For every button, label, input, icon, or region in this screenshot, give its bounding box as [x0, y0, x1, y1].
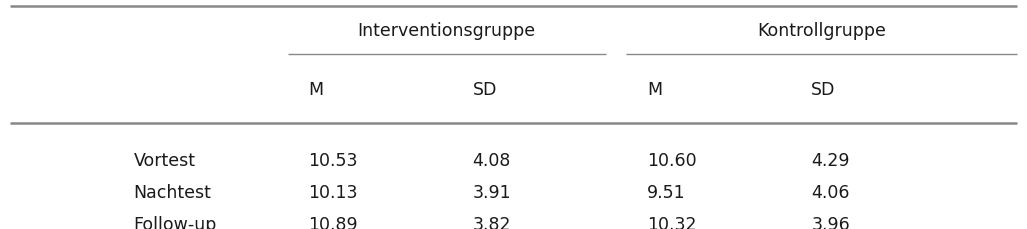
Text: 9.51: 9.51	[647, 183, 686, 201]
Text: 10.13: 10.13	[308, 183, 357, 201]
Text: Kontrollgruppe: Kontrollgruppe	[757, 22, 886, 40]
Text: 4.29: 4.29	[811, 151, 849, 169]
Text: Follow-up: Follow-up	[134, 215, 217, 229]
Text: SD: SD	[811, 80, 836, 98]
Text: Interventionsgruppe: Interventionsgruppe	[357, 22, 536, 40]
Text: 4.06: 4.06	[811, 183, 849, 201]
Text: M: M	[308, 80, 324, 98]
Text: Nachtest: Nachtest	[134, 183, 212, 201]
Text: 10.32: 10.32	[647, 215, 696, 229]
Text: 3.82: 3.82	[472, 215, 510, 229]
Text: 10.60: 10.60	[647, 151, 696, 169]
Text: 10.89: 10.89	[308, 215, 357, 229]
Text: 3.96: 3.96	[811, 215, 850, 229]
Text: Vortest: Vortest	[134, 151, 195, 169]
Text: 3.91: 3.91	[472, 183, 511, 201]
Text: M: M	[647, 80, 662, 98]
Text: 4.08: 4.08	[472, 151, 510, 169]
Text: SD: SD	[472, 80, 497, 98]
Text: 10.53: 10.53	[308, 151, 357, 169]
